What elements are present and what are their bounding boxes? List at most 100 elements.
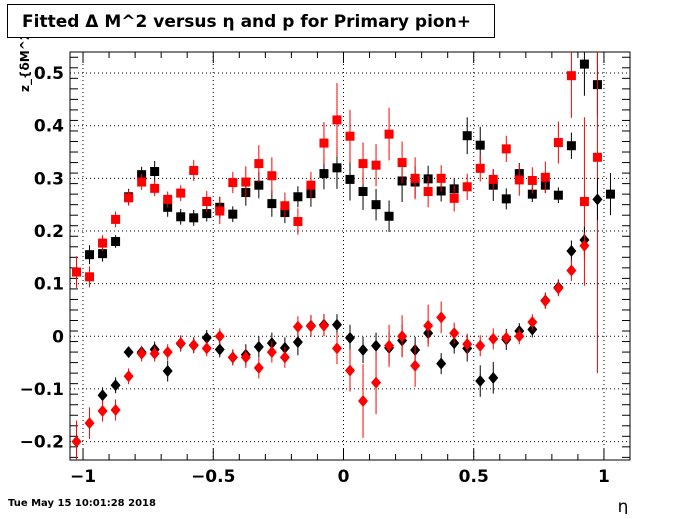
data-point-square <box>293 192 303 202</box>
data-point-square <box>553 190 563 200</box>
data-point-diamond <box>97 405 108 418</box>
data-point-square <box>111 214 121 224</box>
data-point-square <box>358 159 368 169</box>
data-point-diamond <box>514 330 525 343</box>
data-point-diamond <box>436 311 447 324</box>
data-point-diamond <box>149 347 160 360</box>
data-point-diamond <box>71 435 82 448</box>
data-point-square <box>228 178 238 188</box>
data-point-square <box>280 201 290 211</box>
data-point-square <box>176 188 186 198</box>
y-tick-label: 0.1 <box>34 275 64 295</box>
data-point-square <box>189 165 199 175</box>
data-point-diamond <box>475 339 486 352</box>
data-point-diamond <box>540 295 551 308</box>
y-tick-label: 0.4 <box>34 117 64 137</box>
data-point-diamond <box>488 332 499 345</box>
data-point-square <box>436 173 446 183</box>
data-point-square <box>293 217 303 227</box>
data-point-square <box>267 171 277 181</box>
data-point-square <box>176 212 186 222</box>
data-point-square <box>475 140 485 150</box>
data-point-diamond <box>423 319 434 332</box>
data-point-diamond <box>214 330 225 343</box>
data-point-square <box>85 272 95 282</box>
x-axis-label: η <box>618 497 629 514</box>
y-tick-label: −0.1 <box>20 380 64 400</box>
data-point-square <box>579 197 589 207</box>
data-point-diamond <box>253 361 264 374</box>
data-point-diamond <box>345 331 355 344</box>
data-point-square <box>501 194 511 204</box>
data-point-square <box>98 249 108 259</box>
data-point-diamond <box>318 319 329 332</box>
data-point-diamond <box>97 389 108 402</box>
data-point-diamond <box>566 244 577 257</box>
data-point-diamond <box>358 395 369 408</box>
chart-title-box: Fitted Δ M^2 versus η and p for Primary … <box>7 4 495 38</box>
data-point-diamond <box>227 351 238 364</box>
data-point-square <box>579 59 589 69</box>
data-point-diamond <box>397 330 408 343</box>
x-tick-label: 0 <box>338 467 350 487</box>
data-point-diamond <box>110 379 121 392</box>
data-point-square <box>462 131 472 141</box>
data-point-diamond <box>123 370 134 383</box>
data-point-diamond <box>162 365 173 378</box>
data-point-square <box>553 138 563 148</box>
data-point-diamond <box>527 316 538 329</box>
data-point-square <box>85 250 95 260</box>
data-point-square <box>345 174 355 184</box>
data-point-square <box>449 193 459 203</box>
data-point-square <box>397 158 407 168</box>
data-point-square <box>371 160 381 170</box>
data-point-diamond <box>136 347 147 360</box>
data-point-square <box>150 183 160 193</box>
y-tick-label: 0.3 <box>34 169 64 189</box>
data-point-diamond <box>305 320 316 333</box>
chart-title: Fitted Δ M^2 versus η and p for Primary … <box>22 12 471 32</box>
data-point-square <box>202 209 212 219</box>
data-point-diamond <box>449 327 460 340</box>
data-point-diamond <box>410 359 421 372</box>
data-point-diamond <box>566 264 577 277</box>
data-point-square <box>423 187 433 197</box>
data-point-diamond <box>384 339 395 352</box>
data-point-diamond <box>162 346 173 359</box>
timestamp: Tue May 15 10:01:28 2018 <box>8 498 156 509</box>
data-point-diamond <box>188 339 199 352</box>
data-point-square <box>111 237 121 247</box>
data-point-diamond <box>501 331 512 344</box>
data-point-diamond <box>201 342 212 355</box>
data-point-diamond <box>110 403 121 416</box>
data-point-square <box>371 200 381 210</box>
data-point-square <box>384 211 394 221</box>
data-point-square <box>254 180 264 190</box>
data-point-diamond <box>371 339 382 352</box>
data-point-square <box>566 71 576 81</box>
data-point-square <box>267 199 277 209</box>
data-point-diamond <box>331 318 342 331</box>
data-point-square <box>163 194 173 204</box>
y-tick-label: 0 <box>52 327 64 347</box>
data-point-square <box>527 189 537 199</box>
data-point-square <box>410 173 420 183</box>
data-point-square <box>202 197 212 207</box>
data-point-diamond <box>253 340 264 353</box>
data-point-square <box>189 213 199 223</box>
x-tick-label: −0.5 <box>191 467 235 487</box>
plot-frame <box>69 51 631 461</box>
data-point-diamond <box>579 239 590 252</box>
data-point-diamond <box>436 357 447 370</box>
data-point-square <box>124 193 134 203</box>
data-point-square <box>306 180 316 190</box>
data-point-square <box>228 209 238 219</box>
data-point-square <box>514 175 524 185</box>
data-point-square <box>137 177 147 187</box>
data-point-square <box>488 174 498 184</box>
data-point-square <box>319 169 329 179</box>
data-point-square <box>501 144 511 154</box>
data-point-diamond <box>266 346 277 359</box>
data-point-diamond <box>84 417 95 430</box>
